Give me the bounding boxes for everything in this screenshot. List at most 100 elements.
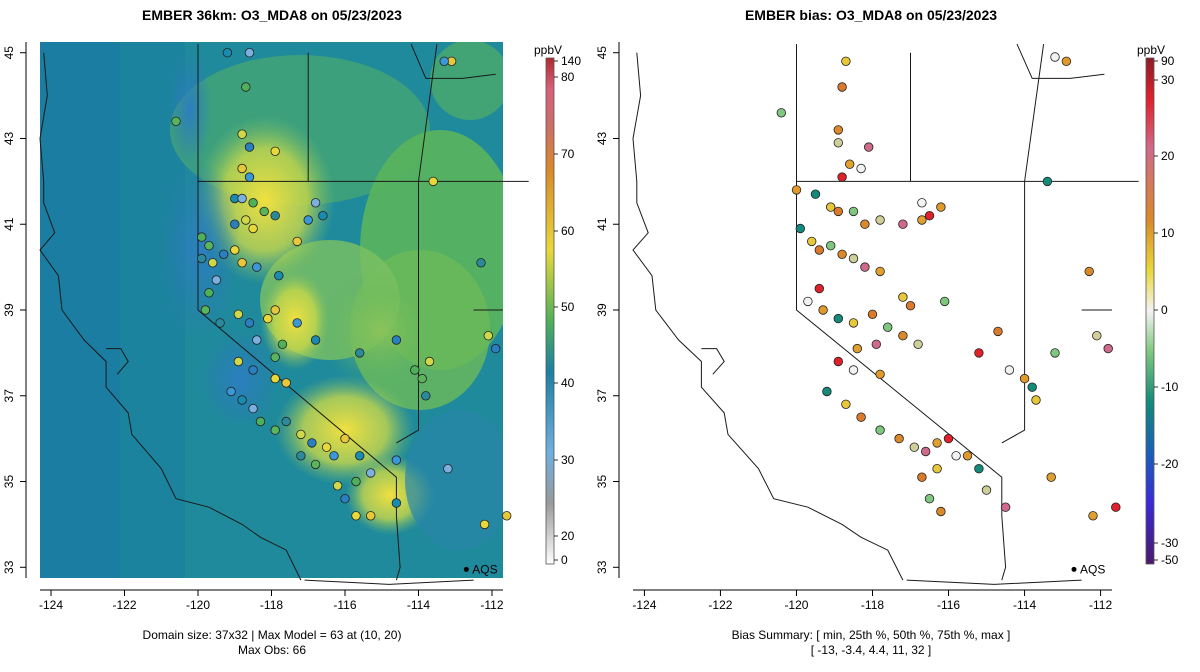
- station-marker: [795, 223, 806, 234]
- station-marker: [852, 343, 863, 354]
- y-tick-label: 37: [2, 389, 16, 403]
- station-marker: [921, 446, 931, 457]
- colorbar-tick-label: 60: [561, 224, 575, 238]
- station-marker: [841, 56, 851, 67]
- station-marker: [292, 236, 302, 247]
- station-marker: [391, 498, 402, 508]
- y-tick-label: 41: [595, 217, 609, 231]
- x-tick-label: -116: [937, 598, 960, 612]
- station-marker: [196, 253, 207, 264]
- station-marker: [303, 215, 313, 225]
- y-tick-label: 45: [2, 46, 16, 60]
- right-footer: Bias Summary: [ min, 25th %, 50th %, 75t…: [732, 628, 1011, 657]
- station-marker: [237, 163, 247, 174]
- station-marker: [244, 48, 255, 58]
- station-marker: [255, 416, 266, 427]
- station-marker: [932, 438, 942, 448]
- station-marker: [898, 292, 908, 302]
- colorbar-tick-label: 30: [561, 453, 575, 467]
- station-marker: [222, 48, 233, 58]
- station-marker: [1031, 395, 1041, 405]
- station-marker: [1000, 502, 1011, 512]
- station-marker: [860, 219, 870, 229]
- station-marker: [936, 202, 946, 212]
- station-marker: [1050, 52, 1060, 62]
- left-colorbar-scale: [545, 57, 555, 565]
- station-marker: [924, 494, 935, 504]
- station-marker: [351, 476, 361, 487]
- left-map-panel: EMBER 36km: O3_MDA8 on 05/23/2023 AQ: [2, 7, 581, 657]
- station-marker: [171, 116, 181, 127]
- x-tick-label: -112: [1089, 598, 1112, 612]
- station-marker: [913, 339, 923, 350]
- station-marker: [281, 378, 291, 388]
- right-map-panel: EMBER bias: O3_MDA8 on 05/23/2023 AQS -1…: [595, 7, 1179, 657]
- colorbar-tick-label: 30: [1161, 73, 1175, 87]
- y-tick-label: 39: [595, 303, 609, 317]
- x-tick-label: -122: [113, 598, 137, 612]
- station-marker: [263, 313, 273, 324]
- station-marker: [351, 511, 361, 521]
- station-marker: [833, 138, 844, 148]
- station-marker: [898, 219, 908, 229]
- station-marker: [936, 506, 946, 517]
- right-colorbar-unit: ppbV: [1137, 43, 1165, 57]
- station-marker: [230, 219, 240, 229]
- station-marker: [244, 142, 255, 152]
- colorbar-tick-label: 140: [561, 54, 581, 68]
- station-marker: [292, 318, 302, 328]
- station-marker: [310, 335, 321, 345]
- station-marker: [837, 172, 847, 182]
- station-marker: [248, 365, 258, 375]
- station-marker: [848, 206, 859, 217]
- station-marker: [318, 210, 328, 221]
- station-marker: [274, 271, 284, 281]
- state-border: [396, 181, 419, 444]
- station-marker: [943, 433, 954, 444]
- colorbar-tick-label: 0: [1161, 303, 1168, 317]
- state-border: [1001, 181, 1026, 444]
- station-marker: [1019, 373, 1030, 384]
- x-tick-label: -118: [861, 598, 884, 612]
- station-marker: [329, 451, 339, 461]
- colorbar-tick-label: 70: [561, 147, 575, 161]
- left-axes: -124 -122 -120 -118 -116 -114 -112 33 35 37 39 41 43…: [2, 42, 504, 612]
- coastline: [39, 52, 302, 581]
- y-tick-label: 45: [595, 46, 609, 60]
- station-marker: [237, 395, 247, 405]
- left-footer-domain: Domain size: 37x32 | Max Model = 63 at (…: [143, 628, 402, 642]
- x-tick-label: -124: [632, 598, 656, 612]
- station-marker: [875, 266, 885, 277]
- station-marker: [241, 82, 251, 92]
- station-marker: [237, 193, 247, 204]
- x-tick-label: -124: [39, 598, 63, 612]
- station-marker: [848, 318, 859, 328]
- station-marker: [355, 451, 365, 461]
- station-marker: [259, 206, 269, 217]
- station-marker: [211, 275, 222, 285]
- station-marker: [366, 468, 376, 478]
- left-panel-title: EMBER 36km: O3_MDA8 on 05/23/2023: [142, 7, 402, 23]
- x-tick-label: -116: [333, 598, 356, 612]
- station-marker: [340, 433, 350, 444]
- station-marker: [860, 262, 870, 272]
- y-tick-label: 37: [595, 389, 609, 403]
- station-marker: [410, 365, 420, 375]
- station-marker: [856, 163, 866, 174]
- station-marker: [366, 511, 376, 521]
- station-marker: [281, 416, 291, 427]
- station-marker: [215, 318, 225, 328]
- station-marker: [776, 108, 787, 118]
- colorbar-tick-label: 80: [561, 70, 575, 84]
- x-tick-label: -118: [260, 598, 283, 612]
- station-marker: [833, 125, 844, 135]
- aqs-dot: [1071, 566, 1077, 572]
- station-marker: [940, 296, 950, 307]
- station-marker: [1046, 472, 1056, 482]
- station-marker: [270, 210, 280, 221]
- station-marker: [951, 451, 961, 461]
- station-marker: [791, 185, 802, 195]
- station-marker: [248, 223, 258, 234]
- state-border: [796, 44, 1045, 182]
- station-marker: [204, 288, 214, 298]
